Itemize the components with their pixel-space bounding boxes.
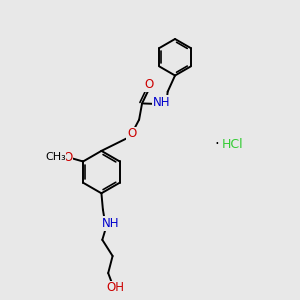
Text: O: O	[63, 151, 72, 164]
Text: CH₃: CH₃	[45, 152, 66, 162]
Text: O: O	[145, 78, 154, 91]
Text: HCl: HCl	[222, 138, 243, 151]
Text: NH: NH	[152, 96, 170, 109]
Text: NH: NH	[101, 217, 119, 230]
Text: OH: OH	[106, 281, 124, 294]
Text: O: O	[127, 127, 136, 140]
Text: ·: ·	[215, 136, 220, 152]
